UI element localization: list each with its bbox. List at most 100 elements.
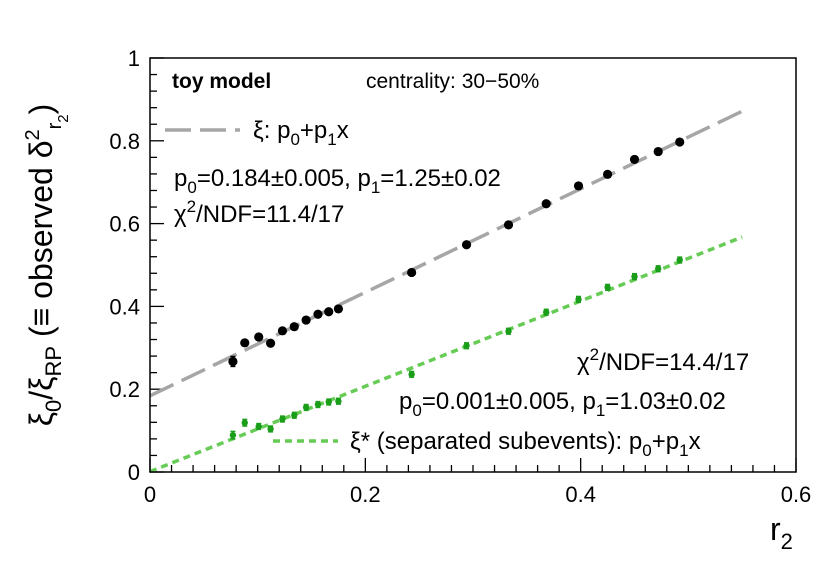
marker — [503, 220, 514, 230]
fit-params-xi: p0=0.184±0.005, p1=1.25±0.02 — [174, 165, 501, 197]
y-tick-label: 0.6 — [109, 212, 140, 237]
data-point-xi_star — [291, 411, 298, 419]
marker — [407, 267, 417, 278]
data-point-xi — [461, 240, 472, 250]
data-point-xi — [301, 315, 311, 325]
marker — [325, 398, 332, 406]
data-point-xi_star — [229, 430, 237, 440]
y-tick-label: 0.4 — [109, 294, 140, 319]
data-point-xi — [333, 304, 344, 314]
x-axis-label-sub: 2 — [781, 529, 793, 554]
data-point-xi — [228, 355, 238, 368]
data-point-xi — [573, 181, 584, 191]
marker — [675, 137, 685, 147]
marker — [335, 398, 342, 405]
marker — [541, 199, 551, 209]
data-point-xi_star — [543, 308, 550, 316]
data-point-xi_star — [604, 283, 611, 292]
chi2-xi-star: χ2/NDF=14.4/17 — [577, 345, 749, 376]
marker — [229, 431, 237, 439]
data-point-xi_star — [335, 397, 342, 405]
y-tick-label: 0 — [128, 460, 140, 485]
data-point-xi — [653, 146, 663, 157]
model-label: toy model — [172, 70, 271, 93]
marker — [463, 342, 470, 349]
data-point-xi — [289, 322, 299, 332]
data-point-xi_star — [505, 327, 512, 335]
fit-params-xi-star: p0=0.001±0.005, p1=1.03±0.02 — [399, 388, 726, 420]
marker — [461, 240, 472, 250]
data-point-xi_star — [241, 418, 248, 427]
marker — [240, 338, 250, 348]
y-tick-label: 1 — [128, 46, 140, 71]
data-point-xi — [675, 137, 685, 147]
data-point-xi — [254, 332, 264, 342]
legend-label-xi-star: ξ* (separated subevents): p0+p1x — [350, 428, 701, 460]
marker — [241, 419, 248, 426]
data-point-xi_star — [325, 398, 332, 406]
x-axis-label: r2 — [770, 511, 793, 554]
data-point-xi_star — [463, 342, 470, 350]
marker — [314, 401, 322, 408]
data-point-xi_star — [302, 403, 310, 412]
data-point-xi — [503, 220, 514, 230]
marker — [543, 308, 550, 316]
plot-frame — [149, 57, 797, 473]
data-point-xi_star — [676, 256, 683, 264]
data-point-xi_star — [575, 295, 582, 304]
fit-lines — [149, 109, 743, 474]
svg-text:ξ0/ξRP (≡ observed δ2r2): ξ0/ξRP (≡ observed δ2r2) — [22, 104, 72, 427]
axes: 0 0.2 0.4 0.6 0 0.2 0.4 0.6 0.8 1 — [109, 46, 811, 507]
y-tick-label: 0.2 — [109, 377, 140, 402]
marker — [654, 265, 662, 272]
marker — [302, 404, 310, 411]
x-axis-label-main: r — [770, 511, 781, 547]
marker — [324, 307, 334, 317]
marker — [301, 315, 311, 325]
data-points — [228, 137, 685, 440]
marker — [265, 338, 276, 348]
data-point-xi — [541, 199, 551, 209]
data-point-xi — [602, 169, 613, 179]
marker — [313, 309, 323, 319]
marker — [254, 332, 264, 342]
marker — [575, 296, 582, 303]
data-point-xi — [324, 307, 334, 317]
fit-line-xi_star — [149, 235, 743, 474]
data-point-xi — [240, 338, 250, 348]
marker — [604, 284, 611, 291]
centrality-label: centrality: 30−50% — [366, 70, 539, 93]
marker — [279, 415, 286, 423]
data-point-xi_star — [408, 370, 415, 378]
marker — [408, 371, 415, 378]
marker — [277, 326, 288, 336]
marker — [505, 328, 512, 335]
marker — [255, 423, 262, 430]
data-point-xi — [277, 326, 288, 336]
marker — [333, 304, 344, 314]
x-tick-label: 0 — [144, 482, 156, 507]
data-point-xi_star — [279, 415, 286, 423]
data-point-xi — [265, 338, 276, 348]
marker — [289, 322, 299, 332]
marker — [602, 169, 613, 179]
data-point-xi — [629, 154, 640, 165]
data-point-xi_star — [267, 425, 274, 433]
marker — [631, 273, 638, 280]
chi2-xi: χ2/NDF=11.4/17 — [174, 197, 344, 228]
y-tick-label: 0.8 — [109, 129, 140, 154]
marker — [267, 425, 274, 433]
data-point-xi_star — [631, 272, 638, 281]
data-point-xi — [313, 309, 323, 319]
fit-line-xi — [149, 109, 743, 398]
x-tick-label: 0.2 — [350, 482, 381, 507]
data-point-xi_star — [654, 265, 662, 273]
legend-label-xi: ξ: p0+p1x — [253, 117, 349, 149]
marker — [291, 412, 298, 419]
data-point-xi_star — [314, 400, 322, 409]
marker — [629, 154, 640, 165]
marker — [573, 181, 584, 191]
marker — [676, 256, 683, 264]
